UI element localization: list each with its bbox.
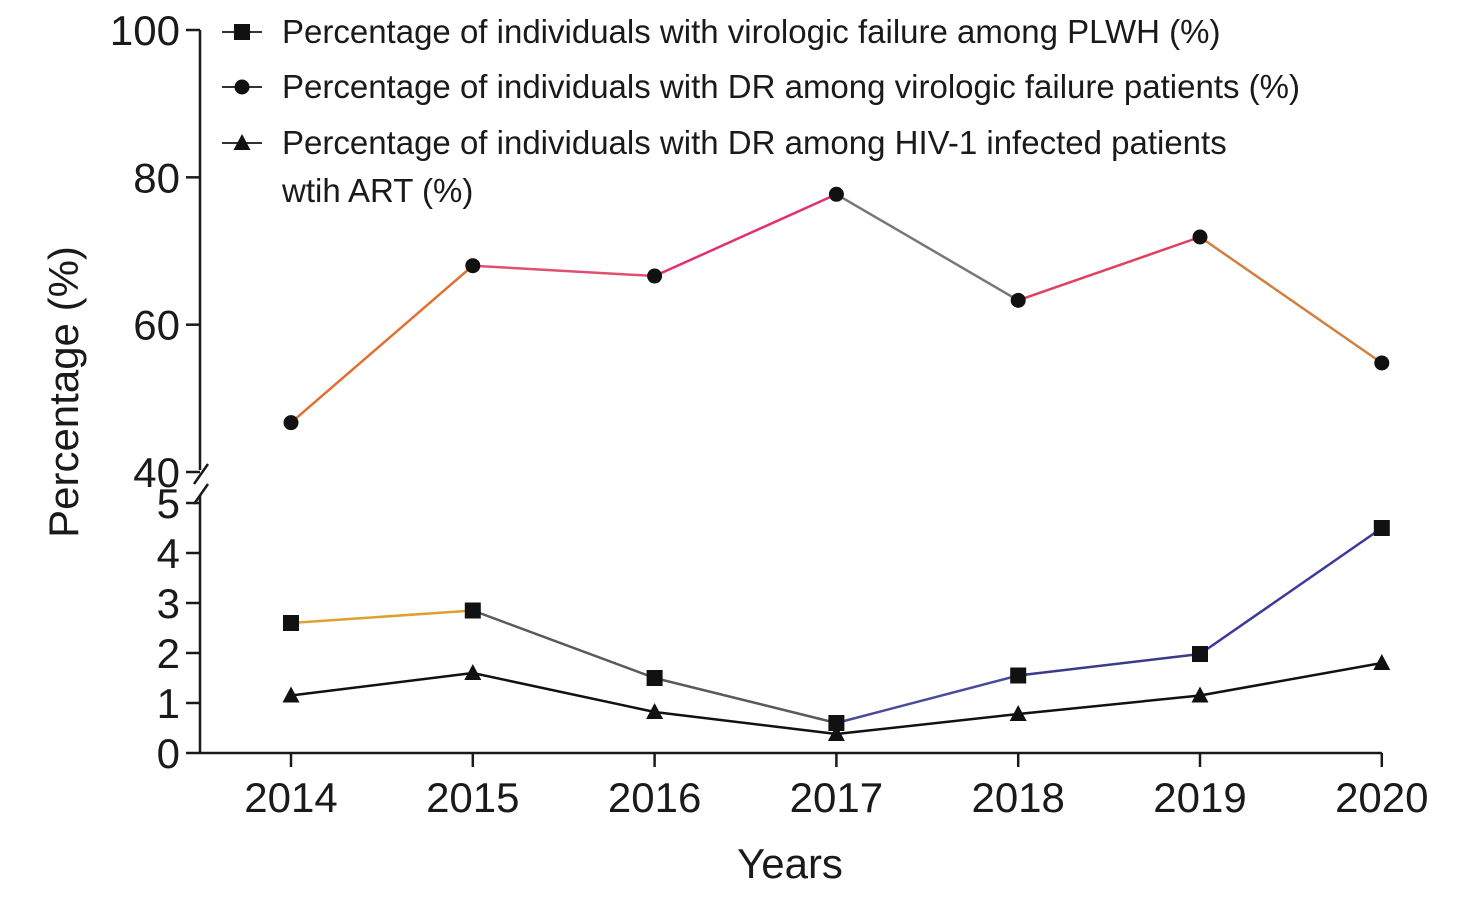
- data-point-triangle: [464, 664, 482, 680]
- y-tick-label-lower: 3: [157, 580, 180, 627]
- legend-label: Percentage of individuals with DR among …: [282, 124, 1227, 161]
- y-tick-label-upper: 40: [133, 449, 180, 496]
- data-point-square: [1010, 667, 1027, 684]
- data-point-triangle: [1373, 654, 1391, 670]
- legend: Percentage of individuals with virologic…: [222, 13, 1300, 209]
- series-line-segment: [1018, 652, 1201, 677]
- legend-label: Percentage of individuals with virologic…: [282, 13, 1220, 50]
- y-tick-label-upper: 60: [133, 302, 180, 349]
- series-circle: [283, 186, 1390, 431]
- series-line-segment: [836, 674, 1019, 725]
- x-tick-label: 2015: [426, 774, 519, 821]
- legend-marker-circle: [234, 79, 250, 95]
- data-point-square: [828, 715, 845, 731]
- data-point-circle: [1374, 355, 1390, 371]
- series-line-segment: [1199, 526, 1383, 656]
- data-point-circle: [828, 186, 844, 202]
- series-line-segment: [290, 671, 473, 697]
- series-line-segment: [835, 193, 1019, 302]
- y-axis-title: Percentage (%): [40, 246, 87, 538]
- data-point-square: [646, 670, 663, 686]
- data-point-square: [283, 615, 299, 631]
- series-line-segment: [472, 609, 656, 680]
- data-point-square: [1192, 646, 1208, 662]
- legend-marker-square: [234, 24, 250, 40]
- series-line-segment: [1199, 661, 1383, 697]
- data-point-triangle: [282, 686, 300, 703]
- legend-label: Percentage of individuals with DR among …: [282, 68, 1300, 105]
- legend-item: Percentage of individuals with virologic…: [222, 13, 1220, 50]
- y-tick-label-lower: 4: [157, 530, 180, 577]
- series-line-segment: [1018, 694, 1201, 716]
- axes: [192, 30, 1382, 755]
- data-point-circle: [647, 268, 663, 284]
- legend-item: Percentage of individuals with DR among …: [222, 68, 1300, 105]
- series-line-segment: [654, 676, 837, 725]
- series-line-segment: [290, 264, 474, 424]
- axis-break-mark: [192, 463, 210, 485]
- series-line-segment: [836, 712, 1019, 736]
- series-line-segment: [654, 710, 837, 736]
- axis-break-mark: [192, 483, 210, 505]
- series-line-segment: [290, 609, 473, 625]
- y-tick-label-lower: 2: [157, 630, 180, 677]
- series-layer: [282, 186, 1391, 741]
- legend-label: wtih ART (%): [281, 172, 473, 209]
- data-point-square: [1373, 520, 1390, 536]
- x-axis-title: Years: [737, 840, 843, 887]
- y-tick-label-upper: 100: [110, 7, 180, 54]
- legend-item: Percentage of individuals with DR among …: [222, 124, 1227, 209]
- data-point-circle: [465, 258, 481, 274]
- data-point-triangle: [827, 725, 845, 741]
- legend-marker-triangle: [233, 134, 251, 150]
- x-tick-label: 2020: [1335, 774, 1428, 821]
- x-tick-label: 2019: [1153, 774, 1246, 821]
- data-point-circle: [283, 415, 299, 431]
- data-point-triangle: [1009, 705, 1027, 721]
- data-point-triangle: [646, 703, 664, 719]
- y-tick-label-upper: 80: [133, 154, 180, 201]
- data-point-square: [464, 602, 481, 619]
- series-line-segment: [472, 264, 655, 278]
- series-line-segment: [654, 193, 837, 278]
- series-line-segment: [1199, 235, 1383, 365]
- y-tick-label-lower: 5: [157, 480, 180, 527]
- series-line-segment: [472, 671, 655, 714]
- series-triangle: [282, 654, 1391, 741]
- x-tick-label: 2017: [790, 774, 883, 821]
- data-point-circle: [1010, 292, 1026, 308]
- data-point-triangle: [1191, 686, 1209, 703]
- series-line-segment: [1017, 235, 1201, 302]
- x-tick-label: 2018: [971, 774, 1064, 821]
- y-tick-label-lower: 1: [157, 680, 180, 727]
- series-square: [283, 520, 1390, 731]
- y-tick-label-lower: 0: [157, 730, 180, 777]
- x-tick-label: 2014: [244, 774, 337, 821]
- x-tick-label: 2016: [608, 774, 701, 821]
- data-point-circle: [1192, 229, 1208, 245]
